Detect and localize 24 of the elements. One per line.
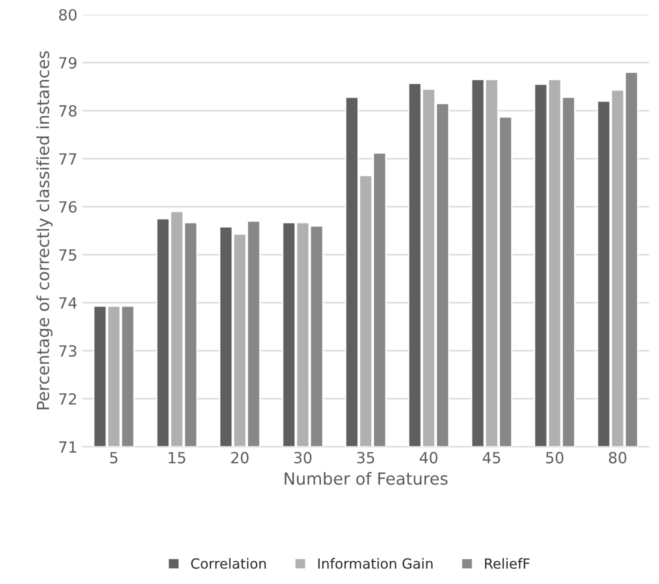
y-tick-label: 71 xyxy=(59,441,76,453)
y-tick-label: 76 xyxy=(59,201,77,213)
y-axis-title: Percentage of correctly classified instances xyxy=(36,51,53,410)
y-tick-label: 78 xyxy=(59,105,76,117)
x-tick-label: 15 xyxy=(168,452,186,464)
x-tick-label: 5 xyxy=(110,452,118,464)
x-tick-label: 30 xyxy=(294,452,312,464)
y-tick-label: 74 xyxy=(59,297,77,309)
x-tick-label: 50 xyxy=(546,452,564,464)
y-tick-label: 79 xyxy=(59,57,76,69)
y-tick-label: 80 xyxy=(59,9,76,21)
y-tick-label: 75 xyxy=(59,249,76,261)
x-tick-label: 80 xyxy=(608,452,626,464)
x-tick-label: 40 xyxy=(420,452,438,464)
legend-label: Information Gain xyxy=(318,558,433,569)
x-tick-label: 35 xyxy=(357,452,374,464)
y-tick-label: 72 xyxy=(59,393,76,405)
x-axis-title: Number of Features xyxy=(284,472,448,485)
legend-label: ReliefF xyxy=(485,558,530,569)
legend-label: Correlation xyxy=(191,558,266,569)
x-tick-label: 20 xyxy=(231,452,249,464)
y-tick-label: 77 xyxy=(59,153,76,164)
y-tick-label: 73 xyxy=(59,345,76,357)
x-tick-label: 45 xyxy=(482,452,500,464)
